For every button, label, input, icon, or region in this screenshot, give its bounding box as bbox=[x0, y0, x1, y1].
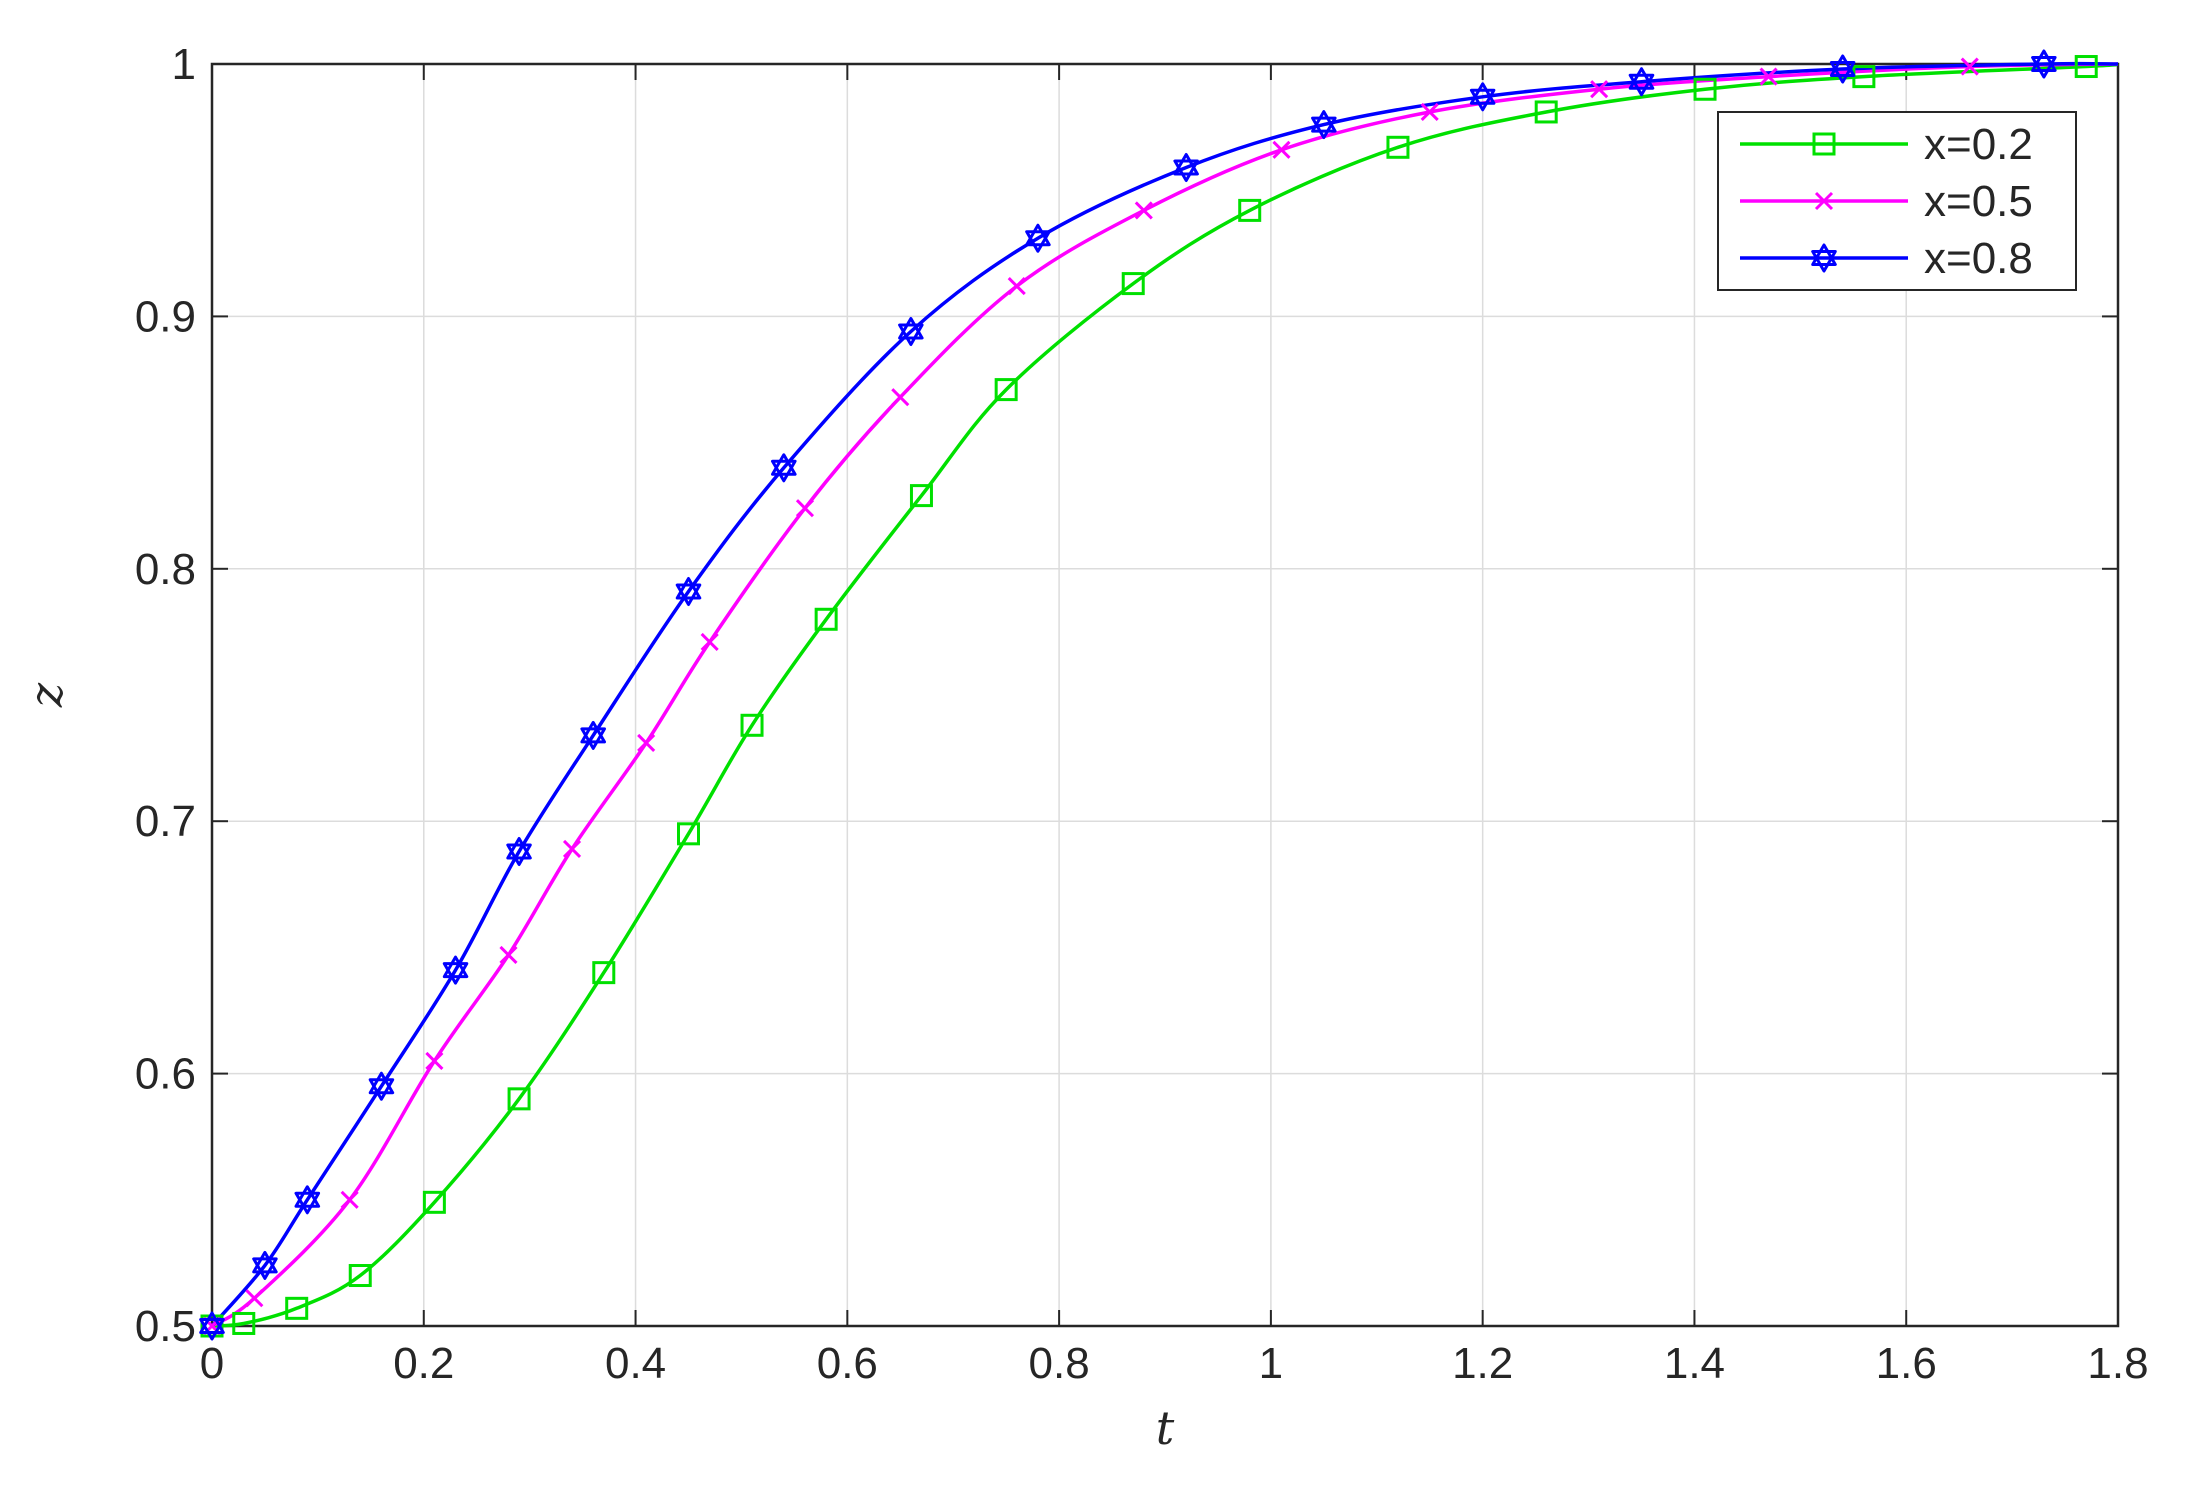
data-point bbox=[200, 1314, 224, 1338]
data-point bbox=[1420, 102, 1439, 122]
x-tick-label: 1.4 bbox=[1664, 1339, 1725, 1388]
y-tick-label: 0.7 bbox=[135, 797, 196, 846]
data-point bbox=[1960, 57, 1979, 76]
data-point bbox=[1134, 201, 1153, 220]
data-point bbox=[232, 1311, 256, 1335]
data-point bbox=[1311, 110, 1337, 140]
data-point bbox=[1693, 77, 1717, 101]
data-point bbox=[891, 388, 910, 407]
data-point bbox=[294, 1185, 321, 1215]
data-point bbox=[1759, 67, 1778, 86]
data-point bbox=[771, 453, 797, 483]
data-point bbox=[422, 1190, 446, 1214]
legend-entry: x=0.2 bbox=[1740, 120, 2033, 169]
y-tick-labels: 0.5 0.6 0.7 0.8 0.9 1 bbox=[135, 40, 196, 1351]
x-tick-label: 1 bbox=[1259, 1339, 1283, 1388]
data-point bbox=[1025, 223, 1051, 253]
data-point bbox=[1272, 140, 1291, 159]
x-tick-label: 0.4 bbox=[605, 1339, 666, 1388]
x-tick-label: 1.6 bbox=[1876, 1339, 1937, 1388]
data-point bbox=[340, 1190, 359, 1209]
data-point bbox=[814, 607, 838, 631]
x-tick-labels: 0 0.2 0.4 0.6 0.8 1 1.2 1.4 1.6 1.8 bbox=[200, 1339, 2149, 1388]
data-point bbox=[700, 632, 719, 652]
y-tick-label: 1 bbox=[172, 40, 196, 89]
data-point bbox=[909, 484, 933, 508]
data-point bbox=[1534, 100, 1558, 124]
data-point bbox=[1469, 82, 1496, 112]
data-point bbox=[252, 1250, 278, 1280]
data-point bbox=[1590, 80, 1609, 99]
data-point bbox=[1238, 198, 1262, 222]
data-point bbox=[637, 733, 656, 753]
data-point bbox=[898, 317, 924, 346]
y-tick-label: 0.6 bbox=[135, 1050, 196, 1099]
data-point bbox=[795, 499, 815, 518]
data-point bbox=[1173, 153, 1199, 182]
data-point bbox=[199, 1311, 225, 1341]
y-tick-label: 0.5 bbox=[135, 1302, 196, 1351]
legend-entries: x=0.2 x=0.5 x=0.8 bbox=[1740, 120, 2033, 283]
data-point bbox=[994, 378, 1018, 402]
data-point bbox=[1386, 135, 1410, 159]
data-point bbox=[740, 713, 764, 737]
y-tick-label: 0.8 bbox=[135, 545, 196, 594]
series-line bbox=[211, 62, 2119, 1328]
data-point bbox=[507, 1087, 531, 1111]
data-point bbox=[425, 1051, 444, 1071]
data-point bbox=[1007, 277, 1026, 296]
data-point bbox=[1121, 272, 1145, 296]
legend-marker bbox=[1811, 243, 1837, 273]
axis-ticks bbox=[211, 63, 2119, 1327]
data-point bbox=[580, 720, 606, 750]
x-tick-label: 0.8 bbox=[1029, 1339, 1090, 1388]
data-point bbox=[442, 955, 469, 985]
legend-label: x=0.5 bbox=[1924, 177, 2033, 226]
x-axis-label: t bbox=[1156, 1401, 1175, 1455]
data-point bbox=[675, 577, 702, 606]
data-point bbox=[1628, 67, 1655, 97]
data-point bbox=[592, 961, 616, 985]
y-tick-label: 0.9 bbox=[135, 292, 196, 341]
y-axis-label: z bbox=[19, 682, 73, 708]
x-tick-label: 1.8 bbox=[2087, 1339, 2148, 1388]
data-point bbox=[506, 837, 532, 866]
x-tick-label: 0 bbox=[200, 1339, 224, 1388]
data-point bbox=[677, 822, 700, 846]
x-tick-label: 1.2 bbox=[1452, 1339, 1513, 1388]
data-point bbox=[2031, 49, 2057, 79]
legend: x=0.2 x=0.5 x=0.8 bbox=[1717, 111, 2077, 291]
data-point bbox=[368, 1071, 395, 1101]
legend-label: x=0.8 bbox=[1924, 234, 2033, 283]
data-point bbox=[562, 839, 582, 859]
legend-marker bbox=[1812, 132, 1836, 156]
legend-entry: x=0.5 bbox=[1740, 177, 2033, 226]
data-point bbox=[2074, 55, 2098, 79]
x-tick-label: 0.2 bbox=[393, 1339, 454, 1388]
data-point bbox=[285, 1296, 309, 1320]
legend-entry: x=0.8 bbox=[1740, 234, 2033, 283]
data-point bbox=[348, 1264, 372, 1288]
data-point bbox=[1829, 54, 1856, 84]
plot-area-border bbox=[210, 62, 2120, 1328]
data-point bbox=[245, 1289, 264, 1308]
x-tick-label: 0.6 bbox=[817, 1339, 878, 1388]
legend-label: x=0.2 bbox=[1924, 120, 2033, 169]
series-line bbox=[210, 61, 2119, 1328]
legend-marker bbox=[1814, 191, 1834, 211]
data-point bbox=[499, 945, 518, 965]
series-markers bbox=[199, 49, 2098, 1341]
